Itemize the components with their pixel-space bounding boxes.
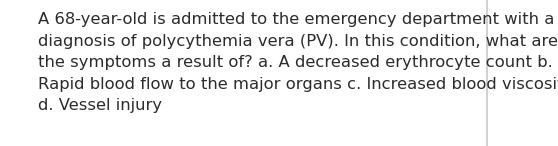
Text: A 68-year-old is admitted to the emergency department with a
diagnosis of polycy: A 68-year-old is admitted to the emergen… (38, 12, 558, 113)
